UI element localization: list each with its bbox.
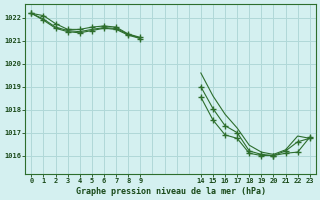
X-axis label: Graphe pression niveau de la mer (hPa): Graphe pression niveau de la mer (hPa): [76, 187, 266, 196]
